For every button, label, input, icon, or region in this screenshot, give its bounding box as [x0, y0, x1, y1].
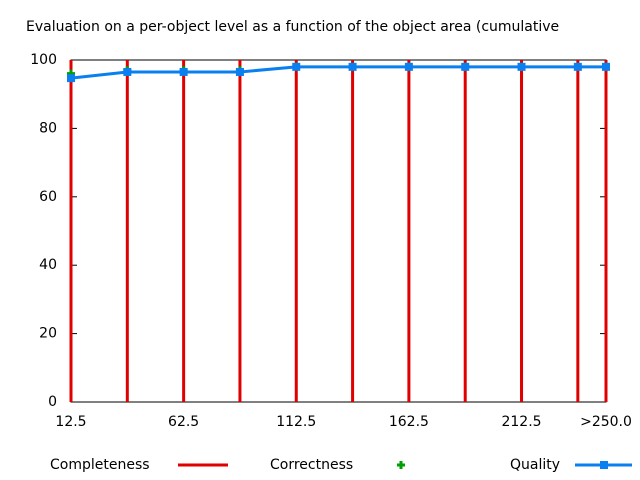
marker	[404, 62, 413, 71]
legend-label: Quality	[510, 457, 560, 473]
marker	[292, 62, 301, 71]
y-tick-label: 60	[39, 189, 57, 205]
marker	[517, 62, 526, 71]
legend-label: Correctness	[270, 457, 353, 473]
x-tick-label: 212.5	[501, 414, 541, 430]
chart-title: Evaluation on a per-object level as a fu…	[26, 19, 559, 35]
y-tick-label: 80	[39, 120, 57, 136]
y-tick-label: 20	[39, 326, 57, 342]
x-tick-label: 162.5	[389, 414, 429, 430]
y-tick-label: 0	[48, 394, 57, 410]
plot-frame	[70, 59, 607, 403]
marker	[67, 74, 75, 83]
y-tick-label: 100	[30, 52, 57, 68]
marker	[235, 67, 244, 76]
line	[70, 65, 606, 80]
x-tick-label: 62.5	[168, 414, 199, 430]
x-tick-label: >250.0	[580, 414, 632, 430]
legend-swatch	[600, 461, 608, 469]
marker	[348, 62, 357, 71]
marker	[123, 67, 132, 76]
marker	[179, 67, 188, 76]
legend-label: Completeness	[50, 457, 150, 473]
marker	[461, 62, 470, 71]
marker	[602, 62, 610, 71]
x-tick-label: 12.5	[55, 414, 86, 430]
legend-swatch	[397, 461, 405, 469]
y-tick-label: 40	[39, 257, 57, 273]
x-tick-label: 112.5	[276, 414, 316, 430]
marker	[573, 62, 582, 71]
